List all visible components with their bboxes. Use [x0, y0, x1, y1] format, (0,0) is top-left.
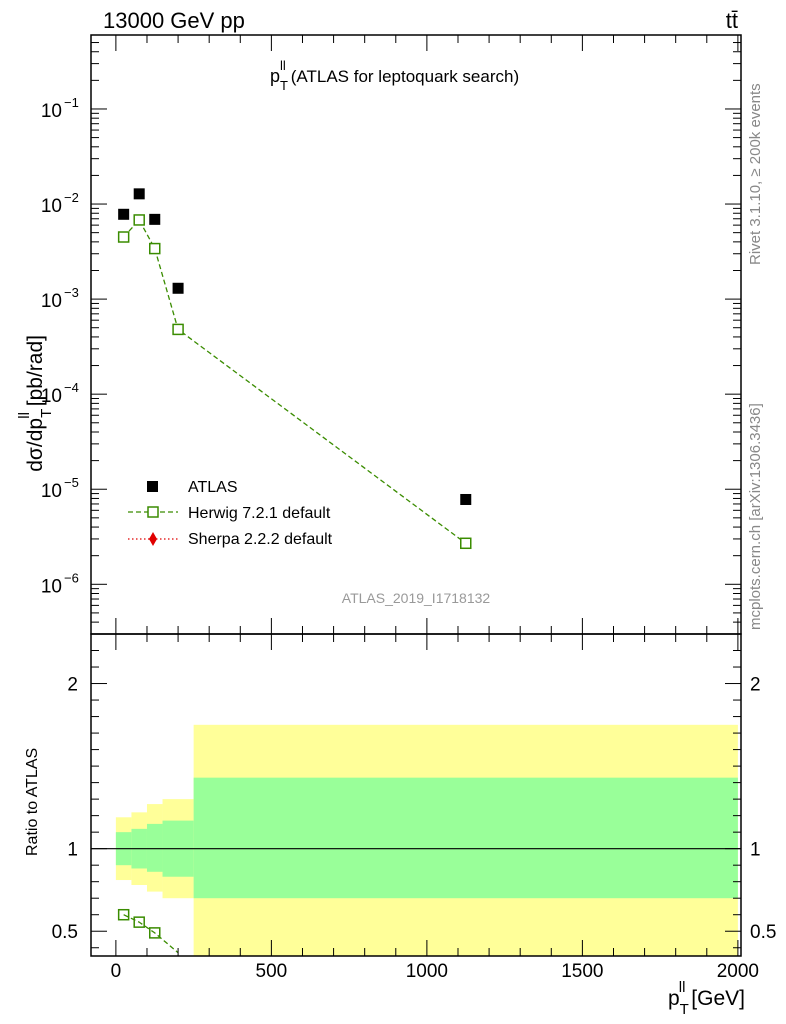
main-y-tick-label: 10	[41, 196, 62, 217]
plot-title-p: p	[270, 66, 280, 86]
herwig-point	[172, 323, 184, 336]
main-plot-area	[117, 188, 472, 550]
herwig-point	[460, 537, 472, 550]
main-y-axis-label: dσ/dpTll [pb/rad]	[16, 335, 55, 472]
ratio-y-tick-label-right: 1	[750, 840, 761, 861]
legend-sherpa-marker	[149, 532, 157, 546]
ratio-y-tick-label-left: 0.5	[52, 922, 78, 943]
ratio-x-ticks: 0 500 1000 1500 2000	[111, 634, 759, 982]
rivet-label: Rivet 3.1.10, ≥ 200k events	[747, 83, 764, 265]
x-tick-label: 500	[256, 961, 288, 982]
plot-title: pTll (ATLAS for leptoquark search)	[270, 58, 519, 93]
atlas-point	[149, 213, 161, 225]
herwig-ratio-point	[149, 927, 161, 939]
atlas-point	[118, 208, 130, 220]
plot-title-sub: T	[280, 78, 288, 93]
main-y-tick-exponent: −6	[64, 570, 79, 585]
main-y-ticks: 10−610−510−410−310−210−1	[41, 42, 741, 635]
plot-title-rest: (ATLAS for leptoquark search)	[291, 67, 519, 86]
main-y-tick-exponent: −1	[64, 95, 79, 110]
green-uncertainty-band	[146, 823, 163, 872]
main-y-tick-label: 10	[41, 386, 62, 407]
herwig-point	[117, 231, 130, 243]
plot-title-sup: ll	[280, 58, 286, 73]
ratio-y-tick-label-right: 0.5	[750, 922, 776, 943]
x-tick-label: 1500	[561, 961, 603, 982]
ratio-y-axis-label: Ratio to ATLAS	[24, 748, 41, 856]
header-left: 13000 GeV pp	[103, 8, 245, 33]
main-x-ticks	[115, 35, 739, 634]
herwig-line	[123, 218, 467, 544]
mcplots-label: mcplots.cern.ch [arXiv:1306.3436]	[747, 403, 764, 630]
main-y-tick-exponent: −4	[64, 380, 79, 395]
main-y-tick-label: 10	[41, 481, 62, 502]
ratio-y-tick-label-right: 2	[750, 675, 761, 696]
legend: ATLAS Herwig 7.2.1 default Sherpa 2.2.2 …	[128, 479, 333, 548]
herwig-point	[133, 214, 145, 226]
main-y-tick-label: 10	[41, 291, 62, 312]
atlas-point	[133, 188, 145, 200]
main-y-tick-exponent: −3	[64, 285, 79, 300]
herwig-ratio-line	[123, 914, 179, 954]
main-y-tick-exponent: −2	[64, 190, 79, 205]
herwig-ratio-point	[133, 916, 145, 928]
herwig-point	[149, 242, 161, 255]
main-y-tick-exponent: −5	[64, 475, 79, 490]
x-tick-label: 0	[111, 961, 122, 982]
ratio-y-ticks: 0.5 0.5 1 1 2 2	[52, 633, 776, 949]
x-axis-label: pTll [GeV]	[668, 979, 745, 1018]
legend-sherpa-label: Sherpa 2.2.2 default	[188, 531, 333, 548]
atlas-point	[172, 282, 184, 294]
legend-atlas-marker	[147, 481, 158, 492]
ratio-y-tick-label-left: 1	[67, 840, 78, 861]
ratio-panel: 0.5 0.5 1 1 2 2 0 500 1000 1500 2000 Ratio to ATL…	[24, 633, 776, 1018]
main-y-tick-label: 10	[41, 576, 62, 597]
ratio-y-tick-label-left: 2	[67, 675, 78, 696]
atlas-point	[460, 493, 472, 505]
herwig-ratio-point	[117, 908, 130, 921]
legend-herwig-marker	[147, 506, 159, 518]
legend-atlas-label: ATLAS	[188, 479, 238, 496]
green-uncertainty-band	[193, 777, 738, 899]
watermark: ATLAS_2019_I1718132	[342, 590, 491, 606]
x-tick-label: 1000	[406, 961, 448, 982]
x-tick-label: 2000	[717, 961, 759, 982]
main-y-tick-label: 10	[41, 101, 62, 122]
ratio-plot-area	[91, 724, 741, 956]
header-right: tt̄	[726, 8, 738, 33]
ratio-frame	[90, 633, 742, 957]
legend-herwig-label: Herwig 7.2.1 default	[188, 505, 331, 522]
main-panel: 10−610−510−410−310−210−1 pTll (ATLAS for…	[16, 34, 742, 635]
